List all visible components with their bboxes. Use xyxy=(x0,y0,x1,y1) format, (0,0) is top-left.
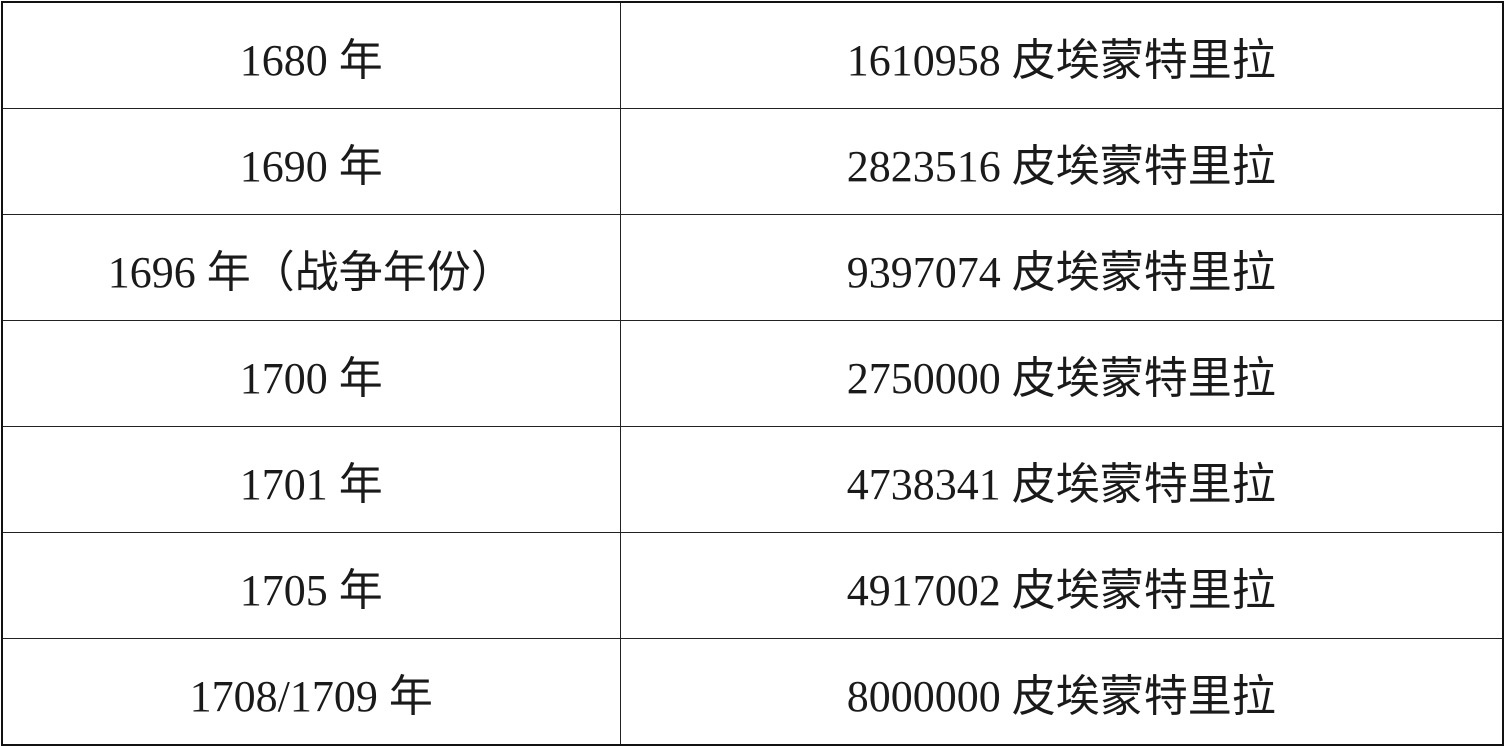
year-cell: 1705 年 xyxy=(1,532,621,639)
year-cell: 1700 年 xyxy=(1,320,621,427)
table-row: 1705 年 4917002 皮埃蒙特里拉 xyxy=(1,532,1504,639)
amount-cell: 2750000 皮埃蒙特里拉 xyxy=(619,320,1504,427)
table-row: 1690 年 2823516 皮埃蒙特里拉 xyxy=(1,108,1504,215)
amount-cell: 2823516 皮埃蒙特里拉 xyxy=(619,108,1504,215)
amount-cell: 4738341 皮埃蒙特里拉 xyxy=(619,426,1504,533)
year-cell: 1708/1709 年 xyxy=(1,638,621,746)
table-row: 1680 年 1610958 皮埃蒙特里拉 xyxy=(1,1,1504,109)
table-row: 1696 年（战争年份） 9397074 皮埃蒙特里拉 xyxy=(1,214,1504,321)
table-row: 1701 年 4738341 皮埃蒙特里拉 xyxy=(1,426,1504,533)
amount-cell: 8000000 皮埃蒙特里拉 xyxy=(619,638,1504,746)
table-row: 1700 年 2750000 皮埃蒙特里拉 xyxy=(1,320,1504,427)
amount-cell: 1610958 皮埃蒙特里拉 xyxy=(619,1,1504,109)
amount-cell: 9397074 皮埃蒙特里拉 xyxy=(619,214,1504,321)
year-cell: 1696 年（战争年份） xyxy=(1,214,621,321)
year-cell: 1690 年 xyxy=(1,108,621,215)
table-row: 1708/1709 年 8000000 皮埃蒙特里拉 xyxy=(1,638,1504,746)
year-cell: 1680 年 xyxy=(1,1,621,109)
amount-cell: 4917002 皮埃蒙特里拉 xyxy=(619,532,1504,639)
year-cell: 1701 年 xyxy=(1,426,621,533)
